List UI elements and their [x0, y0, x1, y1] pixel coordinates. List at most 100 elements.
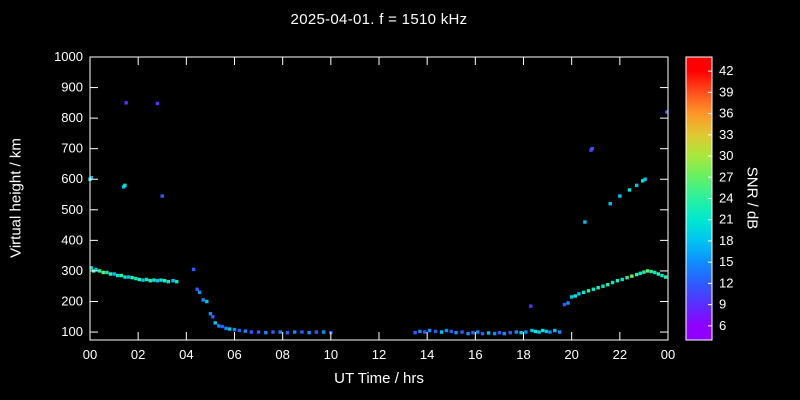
data-point [627, 188, 632, 192]
data-point [175, 279, 179, 284]
data-point [645, 269, 650, 273]
data-point [321, 330, 326, 334]
data-point [112, 272, 116, 276]
svg-text:18: 18 [719, 233, 733, 248]
data-point [160, 194, 164, 198]
data-point [486, 331, 491, 335]
data-point [601, 284, 605, 288]
data-point [418, 329, 422, 334]
data-point [94, 267, 98, 272]
data-point [449, 329, 453, 334]
svg-text:600: 600 [61, 171, 83, 186]
data-point [573, 294, 577, 298]
svg-text:9: 9 [719, 297, 726, 312]
data-point [663, 275, 668, 279]
data-point [480, 331, 485, 336]
svg-text:04: 04 [179, 347, 193, 362]
svg-text:24: 24 [719, 191, 733, 206]
svg-text:10: 10 [324, 347, 338, 362]
data-point [548, 330, 552, 334]
data-point [300, 330, 304, 334]
data-point [618, 194, 622, 198]
data-point [224, 326, 228, 331]
data-point [444, 328, 449, 333]
data-point [427, 328, 432, 333]
data-point [471, 330, 475, 335]
data-point [137, 277, 142, 282]
data-point [423, 330, 427, 334]
data-point [217, 324, 221, 328]
data-point [148, 279, 152, 283]
svg-text:33: 33 [719, 127, 733, 142]
data-point [620, 277, 624, 282]
data-point [508, 330, 512, 335]
data-point [130, 275, 134, 280]
data-point [278, 330, 282, 334]
data-point [634, 272, 639, 277]
data-point [590, 146, 594, 151]
x-axis-label: UT Time / hrs [334, 370, 424, 387]
data-point [642, 270, 646, 274]
svg-text:42: 42 [719, 63, 733, 78]
data-point [519, 330, 523, 335]
data-point [227, 327, 232, 331]
data-point [625, 275, 629, 280]
data-point [105, 270, 109, 275]
data-point [123, 275, 127, 279]
data-point [293, 330, 297, 334]
data-point [101, 270, 105, 275]
data-point [541, 328, 545, 333]
svg-text:400: 400 [61, 232, 83, 247]
y-axis-ticks: 100 200 300 400 500 600 700 800 900 1000 [54, 49, 668, 339]
data-point [197, 290, 202, 295]
svg-text:22: 22 [613, 347, 627, 362]
data-point [497, 330, 502, 335]
data-point [126, 275, 131, 279]
colorbar [685, 56, 713, 341]
data-point [533, 329, 538, 334]
data-point [249, 330, 254, 334]
svg-text:08: 08 [275, 347, 289, 362]
svg-text:36: 36 [719, 106, 733, 121]
data-point [152, 278, 156, 282]
svg-text:15: 15 [719, 254, 733, 269]
data-point [610, 280, 615, 285]
data-point [544, 329, 549, 334]
data-point [141, 278, 145, 282]
svg-text:1000: 1000 [54, 49, 83, 64]
svg-text:20: 20 [564, 347, 578, 362]
data-point [201, 298, 205, 302]
data-point [237, 328, 242, 333]
data-point [159, 278, 163, 282]
data-point [108, 272, 113, 276]
plot-border [89, 56, 669, 341]
data-point [502, 331, 506, 336]
data-point [569, 295, 574, 299]
data-point [583, 220, 587, 224]
data-point [213, 321, 217, 325]
data-point [166, 279, 170, 284]
data-point [220, 324, 225, 329]
data-point [314, 330, 319, 334]
data-point [454, 330, 458, 335]
data-point [413, 330, 417, 335]
svg-text:06: 06 [227, 347, 241, 362]
data-point [577, 292, 581, 296]
data-point [97, 269, 102, 273]
svg-text:21: 21 [719, 212, 733, 227]
data-point [566, 301, 570, 305]
data-point [649, 269, 653, 274]
data-point [615, 279, 620, 283]
svg-text:27: 27 [719, 169, 733, 184]
svg-text:00: 00 [661, 347, 675, 362]
colorbar-ticks: 6 9 12 15 18 21 24 27 30 33 36 39 42 [708, 63, 733, 333]
data-point [530, 328, 534, 333]
data-point [119, 273, 124, 278]
data-point [439, 330, 444, 334]
x-axis-ticks: 00 02 04 06 08 10 12 14 16 18 20 22 00 [83, 57, 675, 362]
data-point [596, 286, 600, 290]
svg-text:14: 14 [420, 347, 434, 362]
svg-text:16: 16 [468, 347, 482, 362]
data-point [641, 179, 645, 183]
